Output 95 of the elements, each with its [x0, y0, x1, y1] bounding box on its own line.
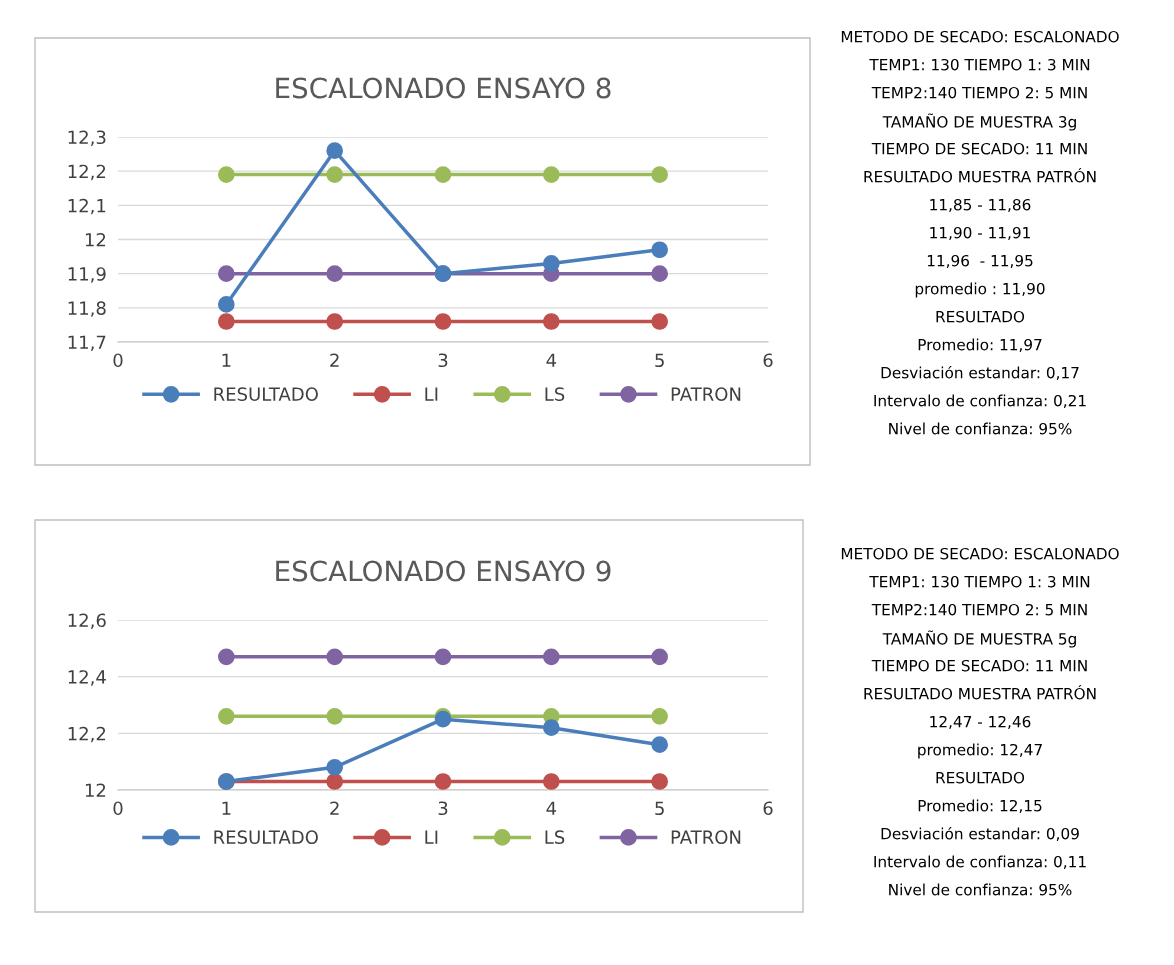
text: Intervalo de confianza: 0,21	[874, 394, 1086, 408]
legend-label: LS	[545, 830, 565, 845]
y-tick-label: 12,4	[68, 670, 106, 686]
point	[651, 166, 669, 183]
point	[651, 736, 669, 754]
y-tick-label: 12	[85, 232, 106, 247]
legend-label: LS	[545, 387, 565, 401]
point	[217, 166, 235, 183]
point	[326, 758, 344, 776]
x-tick-label: 6	[763, 801, 773, 816]
text: Desviación estandar: 0,09	[881, 827, 1079, 841]
x-tick-label: 3	[438, 801, 448, 816]
point	[651, 773, 669, 790]
point	[542, 255, 560, 272]
point	[651, 265, 669, 283]
text: RESULTADO MUESTRA PATRÓN	[864, 685, 1096, 700]
point	[326, 773, 344, 790]
x-tick-label: 1	[222, 353, 231, 367]
text: RESULTADO MUESTRA PATRÓN	[864, 168, 1096, 183]
y-tick-label: 12,1	[68, 198, 106, 215]
point	[434, 313, 452, 330]
point	[217, 707, 235, 725]
text: TEMP2:140 TIEMPO 2: 5 MIN	[871, 86, 1087, 99]
x-tick-label: 1	[222, 801, 231, 815]
point	[651, 648, 669, 666]
point	[326, 166, 344, 183]
y-tick-label: 12,6	[68, 613, 106, 629]
chart-title: ESCALONADO ENSAYO 9	[276, 560, 611, 582]
x-tick-label: 5	[655, 801, 664, 816]
y-tick-label: 12,3	[68, 130, 106, 146]
x-tick-label: 2	[330, 801, 339, 815]
text: TEMP1: 130 TIEMPO 1: 3 MIN	[869, 58, 1090, 71]
y-tick-label: 12,2	[68, 726, 106, 743]
x-tick-label: 4	[546, 801, 557, 815]
text: TEMP2:140 TIEMPO 2: 5 MIN	[871, 603, 1087, 616]
point	[542, 648, 560, 666]
point	[651, 313, 669, 330]
point	[542, 773, 560, 790]
point	[434, 166, 452, 183]
legend-label: PATRON	[671, 387, 741, 401]
point	[651, 707, 669, 725]
point	[326, 313, 344, 330]
point	[217, 313, 235, 330]
y-tick-label: 11,7	[68, 335, 106, 351]
text: TEMP1: 130 TIEMPO 1: 3 MIN	[869, 575, 1090, 588]
text: RESULTADO	[936, 771, 1025, 784]
point	[217, 648, 235, 666]
point	[217, 296, 235, 313]
text: 12,47 - 12,46	[930, 715, 1031, 729]
x-tick-label: 0	[113, 353, 123, 368]
point	[326, 265, 344, 283]
text: METODO DE SECADO: ESCALONADO	[841, 547, 1119, 560]
text: Nivel de confianza: 95%	[889, 422, 1072, 435]
y-tick-label: 12,2	[68, 164, 106, 181]
text: 11,85 - 11,86	[930, 198, 1031, 212]
text: 11,96 - 11,95	[927, 254, 1033, 268]
text: promedio : 11,90	[915, 282, 1045, 298]
text: METODO DE SECADO: ESCALONADO	[841, 30, 1119, 43]
point	[434, 773, 452, 790]
chart-title: ESCALONADO ENSAYO 8	[276, 77, 611, 99]
x-tick-label: 0	[113, 801, 123, 816]
point	[651, 241, 669, 259]
point	[326, 648, 344, 666]
legend-label: RESULTADO	[214, 830, 318, 845]
legend-label: RESULTADO	[214, 387, 318, 401]
text: RESULTADO	[936, 310, 1025, 323]
y-tick-label: 11,9	[68, 267, 106, 283]
text: Promedio: 12,15	[918, 799, 1042, 813]
legend-label: LI	[425, 830, 438, 844]
text: TAMAÑO DE MUESTRA 5g	[882, 630, 1076, 648]
point	[217, 265, 235, 283]
text: Nivel de confianza: 95%	[889, 883, 1072, 896]
legend-label: LI	[425, 387, 438, 401]
point	[542, 166, 560, 183]
x-tick-label: 4	[546, 353, 557, 367]
text: TIEMPO DE SECADO: 11 MIN	[871, 659, 1087, 672]
point	[542, 313, 560, 330]
text: promedio: 12,47	[918, 743, 1042, 759]
legend-label: PATRON	[671, 830, 741, 845]
x-tick-label: 5	[655, 353, 664, 368]
text: TIEMPO DE SECADO: 11 MIN	[871, 142, 1087, 155]
text: Desviación estandar: 0,17	[881, 366, 1079, 380]
x-tick-label: 2	[330, 353, 339, 367]
point	[326, 707, 344, 725]
y-tick-label: 11,8	[68, 301, 106, 317]
x-tick-label: 3	[438, 353, 448, 368]
text: 11,90 - 11,91	[930, 226, 1030, 240]
y-tick-label: 12	[85, 783, 106, 797]
point	[434, 648, 452, 666]
point	[542, 719, 560, 737]
text: Intervalo de confianza: 0,11	[874, 855, 1086, 869]
point	[326, 142, 344, 160]
text: TAMAÑO DE MUESTRA 3g	[882, 113, 1076, 131]
text: Promedio: 11,97	[918, 338, 1042, 352]
x-tick-label: 6	[763, 353, 773, 368]
